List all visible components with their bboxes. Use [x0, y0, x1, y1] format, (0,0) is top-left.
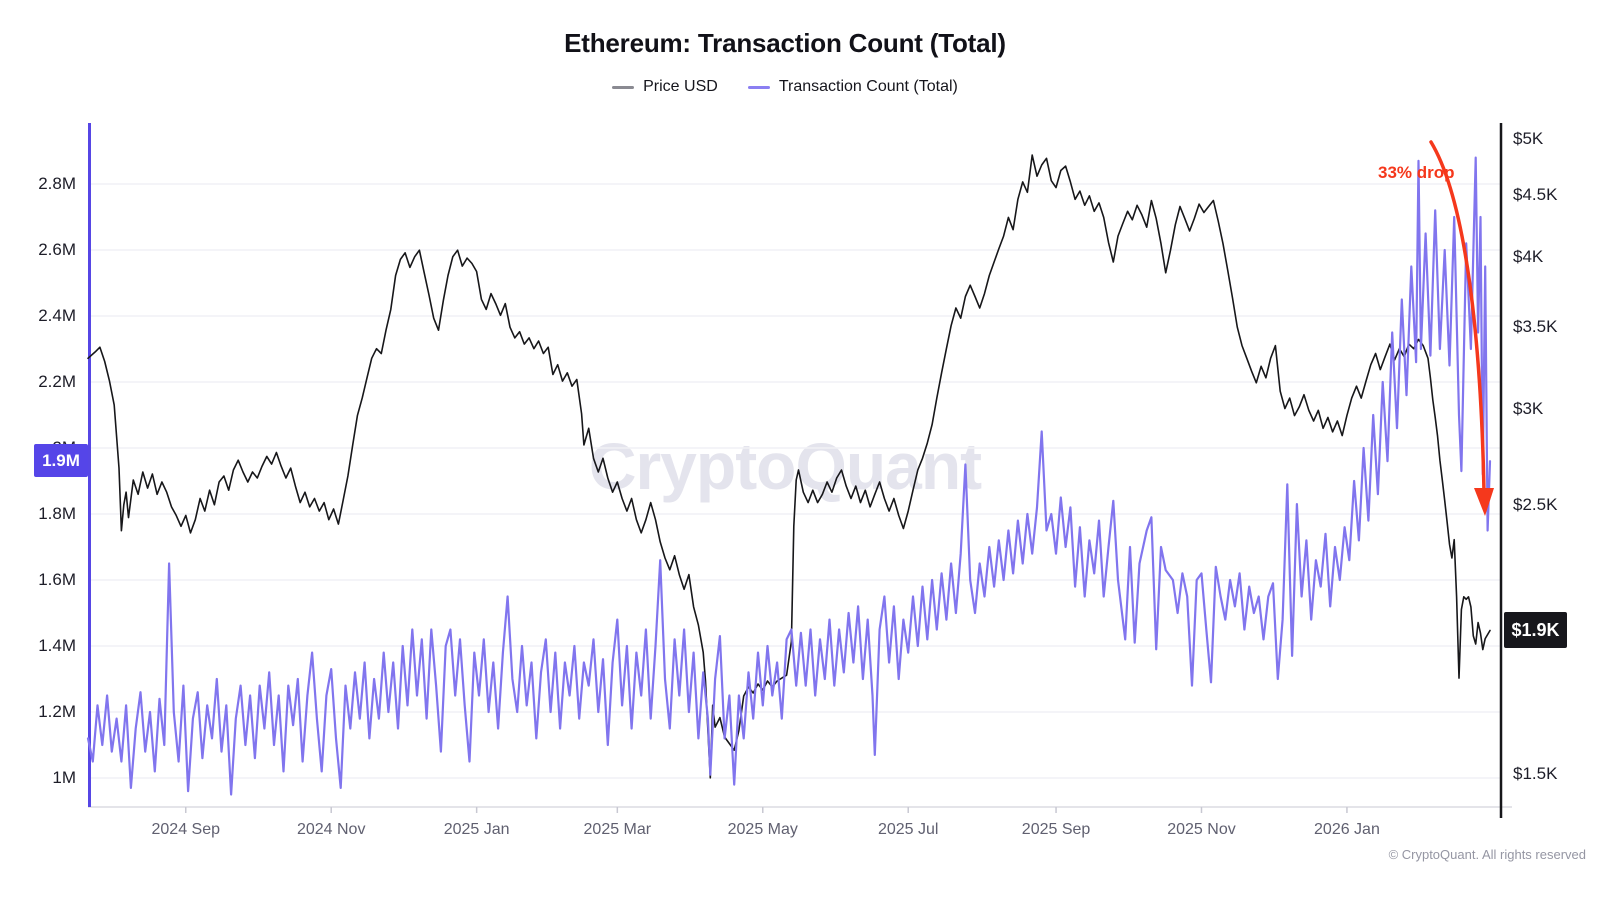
y-left-tick-label: 1.2M: [38, 702, 76, 721]
y-left-tick-label: 2.2M: [38, 372, 76, 391]
x-tick-label: 2026 Jan: [1314, 821, 1380, 838]
y-left-tick-label: 1.6M: [38, 570, 76, 589]
price-line-swatch-icon: [612, 85, 635, 89]
drop-annotation-label: 33% drop: [1378, 163, 1455, 182]
txcount-line-swatch-icon: [747, 85, 770, 89]
x-tick-label: 2024 Sep: [151, 821, 221, 838]
y-left-tick-label: 1M: [52, 768, 76, 787]
y-left-tick-label: 1.8M: [38, 504, 76, 523]
legend-label-price: Price USD: [643, 78, 718, 95]
x-tick-label: 2025 Jan: [443, 821, 510, 838]
y-right-tick-label: $3.5K: [1513, 317, 1558, 337]
cryptoquant-watermark: CryptoQuant: [588, 429, 982, 503]
x-tick-label: 2025 May: [727, 821, 798, 838]
y-left-tick-label: 2.8M: [38, 174, 76, 193]
drop-arrow-icon: [1429, 140, 1494, 516]
current-txcount-badge: 1.9M: [34, 444, 88, 478]
x-tick-label: 2025 Sep: [1021, 821, 1091, 838]
current-price-badge: $1.9K: [1504, 612, 1567, 649]
y-left-tick-label: 1.4M: [38, 636, 76, 655]
x-tick-label: 2025 Nov: [1167, 821, 1236, 838]
y-left-tick-label: 2.4M: [38, 306, 76, 325]
chart-title: Ethereum: Transaction Count (Total): [564, 28, 1006, 58]
y-right-tick-label: $2.5K: [1513, 494, 1558, 514]
y-right-tick-label: $1.5K: [1513, 764, 1558, 784]
axes: [88, 123, 1512, 818]
legend: Price USD Transaction Count (Total): [0, 78, 1570, 96]
x-tick-label: 2025 Mar: [583, 821, 652, 838]
y-right-tick-label: $3K: [1513, 398, 1544, 418]
y-right-tick-label: $5K: [1513, 129, 1544, 148]
copyright-footer: © CryptoQuant. All rights reserved: [1388, 847, 1586, 862]
y-left-tick-label: 2.6M: [38, 240, 76, 259]
legend-label-txcount: Transaction Count (Total): [778, 78, 958, 95]
x-tick-label: 2024 Nov: [296, 821, 366, 838]
series-lines: [86, 154, 1492, 796]
y-right-tick-label: $4.5K: [1513, 184, 1558, 204]
x-tick-label: 2025 Jul: [877, 821, 939, 838]
legend-item-price[interactable]: Price USD: [612, 78, 718, 96]
legend-item-txcount[interactable]: Transaction Count (Total): [747, 78, 958, 96]
y-right-tick-label: $4K: [1513, 246, 1544, 266]
